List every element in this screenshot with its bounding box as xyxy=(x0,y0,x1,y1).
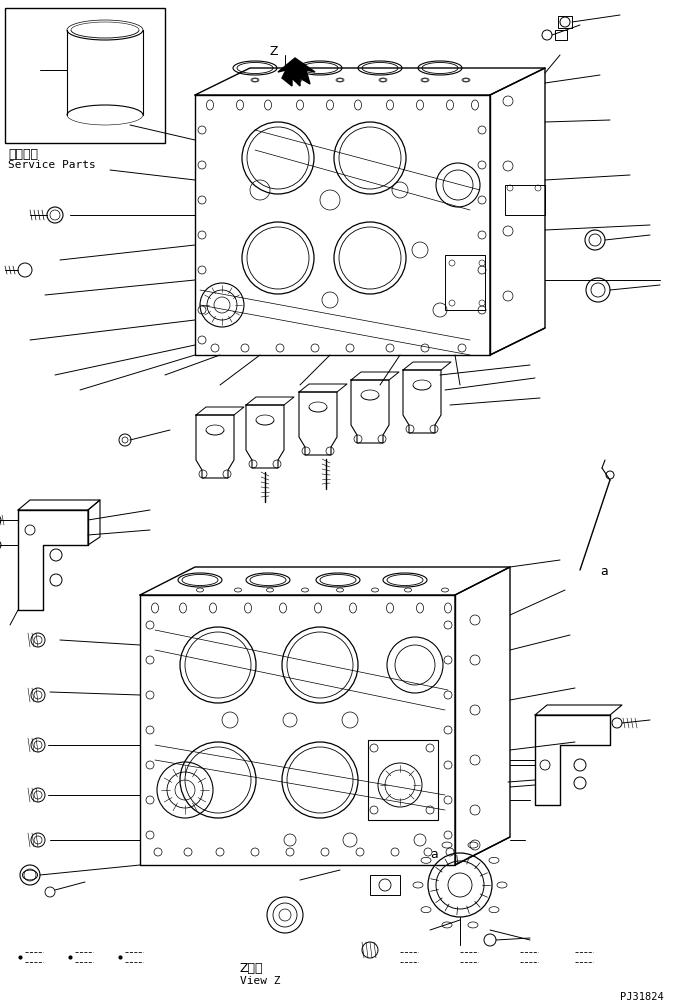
Text: Z　視: Z 視 xyxy=(240,962,263,975)
Text: Service Parts: Service Parts xyxy=(8,160,96,170)
Text: a: a xyxy=(430,848,438,861)
Bar xyxy=(5,8,165,143)
Bar xyxy=(370,875,400,895)
Text: a: a xyxy=(600,565,608,578)
Text: 補給専用: 補給専用 xyxy=(8,148,38,161)
Bar xyxy=(445,255,485,310)
Polygon shape xyxy=(278,58,315,86)
Bar xyxy=(555,30,567,40)
Text: PJ31824: PJ31824 xyxy=(620,992,664,1002)
Bar xyxy=(368,740,438,820)
Bar xyxy=(505,185,545,215)
Text: Z: Z xyxy=(270,45,279,58)
Text: View Z: View Z xyxy=(240,976,281,986)
Bar xyxy=(558,16,572,28)
